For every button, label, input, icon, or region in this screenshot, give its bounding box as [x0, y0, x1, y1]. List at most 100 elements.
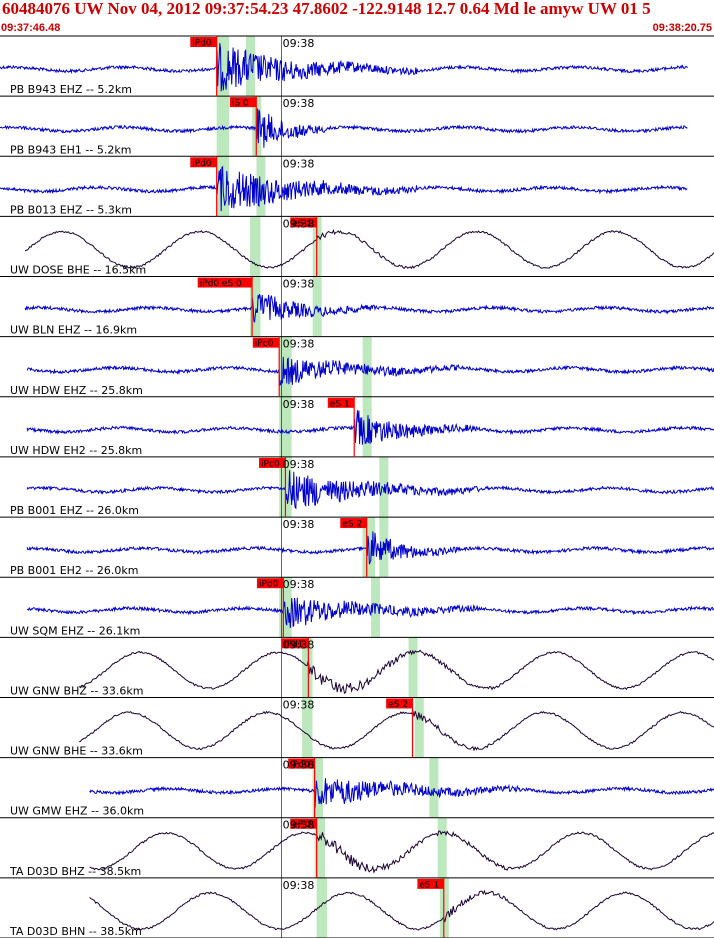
- pick-label: iPd0 eS 0: [200, 279, 242, 289]
- waveform-trace: [0, 43, 688, 92]
- start-time-label: 09:37:46.48: [1, 22, 61, 34]
- pick-label: eS 1: [330, 399, 350, 409]
- time-tick-label: 09:38: [283, 518, 315, 531]
- waveform-trace: [0, 165, 688, 212]
- station-label: UW HDW EHZ -- 25.8km: [10, 384, 143, 397]
- plot-header: 60484076 UW Nov 04, 2012 09:37:54.23 47.…: [0, 0, 714, 36]
- pick-window: [362, 336, 372, 397]
- pick-label-box: [327, 397, 355, 408]
- time-tick-label: 09:38: [283, 458, 315, 471]
- pick-label: iPd0: [290, 760, 310, 770]
- pick-window: [408, 637, 418, 698]
- time-tick-label: 09:38: [283, 37, 315, 50]
- station-label: TA D03D BHZ -- 38.5km: [9, 865, 141, 878]
- time-tick-label: 09:38: [283, 698, 315, 711]
- pick-window: [279, 396, 292, 457]
- time-tick-label: 09:38: [283, 578, 315, 591]
- station-label: PB B001 EH2 -- 26.0km: [10, 564, 138, 577]
- station-label: UW BLN EHZ -- 16.9km: [10, 324, 137, 337]
- time-tick-label: 09:38: [283, 278, 315, 291]
- pick-label: iPc0: [261, 459, 280, 469]
- station-label: PB B943 EHZ -- 5.2km: [10, 83, 132, 96]
- waveform-trace: [78, 649, 714, 695]
- pick-label-box: [340, 518, 367, 529]
- pick-label: eS 1: [292, 219, 312, 229]
- pick-window: [429, 757, 439, 818]
- pick-label-box: [281, 638, 309, 649]
- pick-label-box: [290, 818, 317, 829]
- pick-label-box: [197, 277, 253, 288]
- phase-picks: iPd0 iS 0 iPd0 eS 1 iPd0 eS 0 iPc0 eS 1 iPc0 eS …: [190, 36, 445, 938]
- traces: [0, 43, 714, 931]
- station-label: PB B013 EHZ -- 5.3km: [10, 203, 132, 216]
- pick-window: [437, 817, 447, 878]
- pick-window: [250, 216, 261, 277]
- pick-label-box: [190, 157, 217, 168]
- station-label: UW GMW EHZ -- 36.0km: [10, 805, 144, 818]
- pick-label-box: [256, 578, 284, 589]
- pick-label: iPd0: [192, 159, 212, 169]
- time-tick-label: 09:38: [283, 338, 315, 351]
- pick-label: iPd0: [259, 580, 279, 590]
- station-label: PB B001 EHZ -- 26.0km: [10, 504, 139, 517]
- pick-label: eP 2: [292, 820, 312, 830]
- waveform-trace: [79, 708, 714, 752]
- time-tick-label: 09:38: [283, 759, 315, 772]
- station-label: UW SQM EHZ -- 26.1km: [10, 624, 140, 637]
- waveform-trace: [24, 229, 714, 270]
- pick-label: iPd0: [192, 39, 212, 49]
- pick-window: [379, 456, 389, 518]
- waveform-trace: [89, 830, 714, 874]
- pick-label-box: [288, 758, 315, 769]
- pick-window: [250, 276, 261, 337]
- pick-label-box: [417, 878, 444, 889]
- pick-window: [302, 697, 313, 758]
- waveform-trace: [24, 294, 714, 323]
- station-label: UW DOSE BHE -- 16.5km: [10, 264, 146, 277]
- pick-label-box: [229, 97, 257, 108]
- pick-window: [256, 156, 266, 217]
- pick-window: [246, 36, 256, 97]
- time-tick-label: 09:38: [283, 157, 315, 170]
- end-time-label: 09:38:20.75: [652, 22, 712, 34]
- pick-label: eS 2: [342, 520, 362, 530]
- waveform-trace: [26, 356, 714, 387]
- waveform-trace: [89, 778, 714, 809]
- time-tick-label: 09:38: [283, 819, 315, 832]
- station-label: UW GNW BHE -- 33.6km: [10, 745, 143, 758]
- waveform-trace: [26, 410, 714, 445]
- station-label: UW GNW BHZ -- 33.6km: [10, 684, 143, 697]
- station-label: UW HDW EH2 -- 25.8km: [10, 444, 142, 457]
- trace-labels: 09:38 PB B943 EHZ -- 5.2km 09:38 PB B943 EH…: [9, 37, 314, 938]
- pick-label-box: [259, 457, 286, 468]
- pick-label: iPd1: [284, 640, 303, 650]
- waveform-trace: [26, 531, 714, 565]
- pick-label-box: [386, 698, 413, 709]
- station-label: PB B943 EH1 -- 5.2km: [10, 143, 131, 156]
- time-tick-label: 09:38: [283, 217, 315, 230]
- pick-label-box: [190, 37, 217, 47]
- pick-label-box: [252, 337, 280, 348]
- pick-label: iS 0: [232, 99, 249, 109]
- pick-label-box: [290, 217, 317, 228]
- pick-label: eS 1: [419, 880, 439, 890]
- time-tick-label: 09:38: [283, 638, 315, 651]
- pick-window: [314, 817, 326, 878]
- pick-window: [414, 697, 424, 758]
- pick-label: eS 2: [388, 700, 408, 710]
- pick-window: [362, 396, 372, 457]
- pick-window: [302, 637, 313, 698]
- pick-window: [312, 757, 323, 818]
- waveform-trace: [0, 108, 688, 148]
- station-label: TA D03D BHN -- 38.5km: [9, 925, 142, 938]
- time-tick-label: 09:38: [283, 398, 315, 411]
- time-tick-label: 09:38: [283, 879, 315, 892]
- event-title: 60484076 UW Nov 04, 2012 09:37:54.23 47.…: [2, 0, 651, 18]
- grid-lines: [0, 35, 714, 938]
- waveform-trace: [26, 470, 714, 510]
- pick-label: iPc0: [255, 339, 274, 349]
- pick-window: [316, 877, 328, 938]
- waveform-trace: [89, 889, 714, 931]
- waveform-trace: [26, 597, 714, 629]
